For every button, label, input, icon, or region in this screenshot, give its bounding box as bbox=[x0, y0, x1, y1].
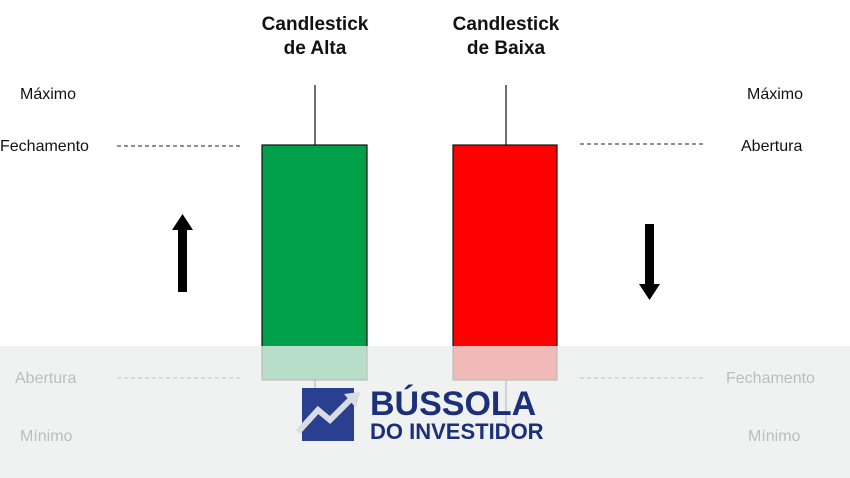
logo-arrow-head bbox=[344, 392, 360, 408]
candle-title: Candlestick bbox=[262, 14, 369, 35]
bullish-candle bbox=[261, 144, 368, 381]
down-arrow bbox=[645, 224, 654, 286]
candle-title: Candlestick bbox=[453, 14, 560, 35]
up-arrow bbox=[178, 228, 187, 292]
up-arrow-head bbox=[172, 214, 193, 230]
logo-name: BÚSSOLA bbox=[370, 385, 536, 423]
right-label: Máximo bbox=[747, 86, 803, 103]
bearish-candle bbox=[452, 144, 558, 381]
down-arrow-head bbox=[639, 284, 660, 300]
left-label: Fechamento bbox=[0, 138, 89, 155]
candle-title: de Baixa bbox=[467, 38, 546, 59]
logo-arrow bbox=[295, 395, 355, 435]
left-label: Máximo bbox=[20, 86, 76, 103]
overlay bbox=[0, 346, 850, 478]
logo-tagline: DO INVESTIDOR bbox=[370, 419, 544, 444]
candle-title: de Alta bbox=[284, 38, 347, 59]
right-label: Abertura bbox=[741, 138, 802, 155]
